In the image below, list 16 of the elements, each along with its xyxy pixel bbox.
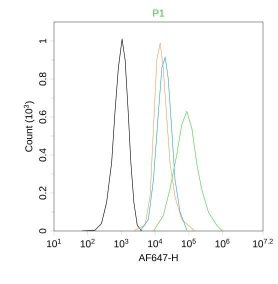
x-tick-label: 10$^{7.2}$ — [253, 238, 273, 248]
chart-title: P1 — [153, 10, 164, 16]
y-tick-label: 0.2 — [39, 186, 46, 200]
x-tick-label: 10$^{6}$ — [216, 238, 230, 248]
x-tick-label: 10$^{1}$ — [47, 238, 61, 248]
y-tick-label: 0 — [39, 228, 46, 234]
y-tick-label: 0.4 — [39, 148, 46, 162]
x-tick-label: 10$^{3}$ — [114, 238, 128, 248]
y-tick-label: 1 — [39, 38, 46, 43]
x-tick-label: 10$^{4}$ — [148, 238, 162, 248]
x-tick-label: 10$^{5}$ — [182, 238, 196, 248]
y-tick-label: 0.8 — [39, 72, 46, 86]
y-axis-title: Count (10$^{3}$) — [24, 101, 34, 152]
x-tick-label: 10$^{2}$ — [80, 238, 95, 248]
x-axis-title: AF647-H — [138, 254, 178, 262]
y-tick-label: 0.6 — [39, 110, 46, 124]
